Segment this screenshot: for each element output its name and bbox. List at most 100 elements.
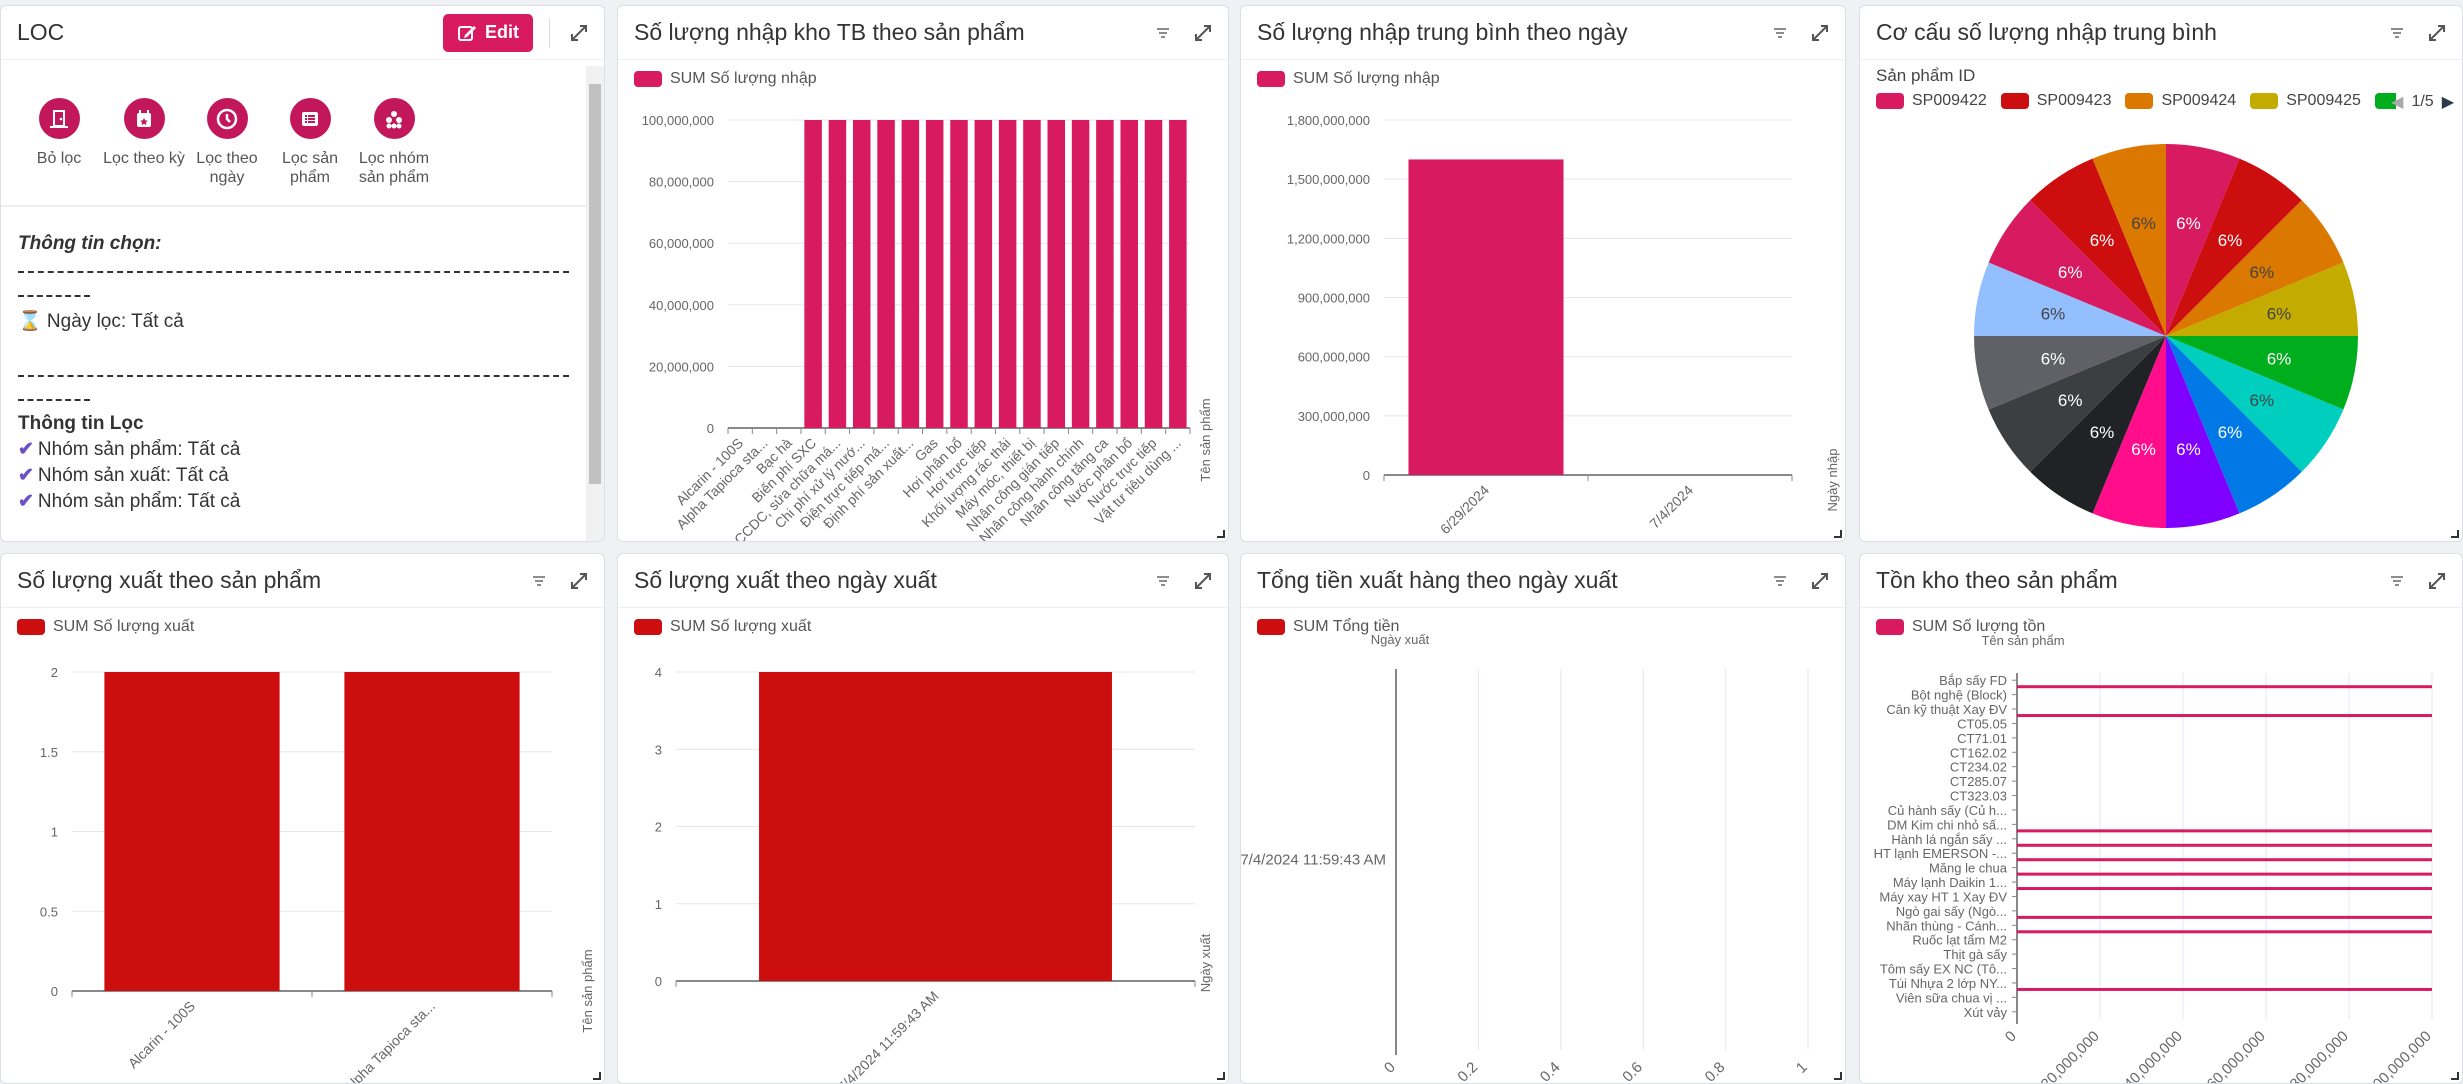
bar[interactable] bbox=[104, 672, 280, 991]
bar[interactable] bbox=[2017, 714, 2432, 718]
filter-item-text: Nhóm sản phẩm: Tất cả bbox=[37, 439, 241, 460]
filter-by-period-button[interactable]: Lọc theo kỳ bbox=[99, 98, 189, 168]
resize-handle[interactable] bbox=[1834, 1072, 1842, 1080]
bar[interactable] bbox=[1023, 120, 1041, 428]
bar[interactable] bbox=[759, 672, 1112, 981]
filter-icon[interactable] bbox=[1769, 22, 1791, 44]
prev-page-icon[interactable]: ◀ bbox=[2391, 94, 2404, 111]
expand-icon[interactable] bbox=[1192, 22, 1214, 44]
legend-item[interactable]: SUM Số lượng xuất bbox=[17, 618, 194, 636]
bar[interactable] bbox=[950, 120, 968, 428]
legend-item[interactable]: SP009422 bbox=[1876, 92, 1987, 110]
expand-icon[interactable] bbox=[2426, 22, 2448, 44]
legend-item[interactable]: SUM Tổng tiền bbox=[1257, 618, 1399, 636]
legend-item[interactable]: SUM Số lượng tồn bbox=[1876, 618, 2045, 636]
legend-item[interactable]: SUM Số lượng nhập bbox=[1257, 70, 1440, 88]
pie-slice[interactable] bbox=[2166, 336, 2302, 514]
pie-slice[interactable] bbox=[2092, 336, 2166, 528]
pie-slice[interactable] bbox=[2092, 144, 2166, 336]
pie-slice[interactable] bbox=[2030, 158, 2166, 336]
bar[interactable] bbox=[1096, 120, 1114, 428]
expand-icon[interactable] bbox=[1809, 570, 1831, 592]
bar[interactable] bbox=[2017, 685, 2432, 689]
filter-by-date-button[interactable]: Lọc theo ngày bbox=[182, 98, 272, 187]
bar[interactable] bbox=[925, 120, 944, 428]
pie-slice[interactable] bbox=[1988, 336, 2166, 472]
expand-icon[interactable] bbox=[568, 570, 590, 592]
pie-slice[interactable] bbox=[1988, 200, 2166, 336]
bar[interactable] bbox=[2017, 887, 2432, 891]
pie-slice[interactable] bbox=[2166, 158, 2302, 336]
bar[interactable] bbox=[2017, 858, 2432, 862]
loc-panel: LOC Edit Bỏ lọc Lọc theo kỳ Lọc theo ngà… bbox=[0, 5, 605, 542]
bar[interactable] bbox=[2017, 829, 2432, 833]
legend-item[interactable]: SUM Số lượng xuất bbox=[634, 618, 811, 636]
filter-icon[interactable] bbox=[528, 570, 550, 592]
filter-icon[interactable] bbox=[1152, 570, 1174, 592]
bar[interactable] bbox=[877, 120, 895, 428]
bar[interactable] bbox=[1169, 120, 1187, 428]
x-tick-label: 6/29/2024 bbox=[1437, 482, 1493, 538]
bar[interactable] bbox=[2017, 915, 2432, 919]
expand-icon[interactable] bbox=[1192, 570, 1214, 592]
pie-slice[interactable] bbox=[1974, 336, 2166, 410]
bar[interactable] bbox=[1408, 159, 1564, 475]
bar[interactable] bbox=[2017, 987, 2432, 991]
bar[interactable] bbox=[344, 672, 520, 991]
legend-item[interactable]: SUM Số lượng nhập bbox=[634, 70, 817, 88]
legend-item[interactable]: SP0094 bbox=[2374, 92, 2396, 110]
pie-slice[interactable] bbox=[2166, 336, 2358, 410]
bar[interactable] bbox=[2017, 843, 2432, 847]
divider bbox=[18, 271, 569, 273]
panel-import-structure-pie: Cơ cấu số lượng nhập trung bình 6% 6% 6% 6%… bbox=[1859, 5, 2463, 542]
scrollbar[interactable] bbox=[586, 66, 604, 541]
selected-heading: Thông tin chọn: bbox=[18, 233, 162, 254]
bar[interactable] bbox=[901, 120, 920, 428]
bar[interactable] bbox=[1047, 120, 1066, 428]
pie-slice[interactable] bbox=[2166, 144, 2240, 336]
legend-item[interactable]: SP009425 bbox=[2250, 92, 2361, 110]
filter-icon[interactable] bbox=[2386, 22, 2408, 44]
bar[interactable] bbox=[974, 120, 993, 428]
y-tick-label: CT71.01 bbox=[1957, 731, 2007, 746]
bar[interactable] bbox=[1071, 120, 1090, 428]
expand-icon[interactable] bbox=[568, 22, 590, 44]
resize-handle[interactable] bbox=[1217, 530, 1225, 538]
bar[interactable] bbox=[1144, 120, 1163, 428]
pie-slice[interactable] bbox=[2166, 200, 2344, 336]
pie-slice[interactable] bbox=[2166, 262, 2358, 336]
pie-slice[interactable] bbox=[1974, 262, 2166, 336]
filter-icon[interactable] bbox=[1152, 22, 1174, 44]
filter-icon[interactable] bbox=[2386, 570, 2408, 592]
filter-by-product-group-button[interactable]: Lọc nhóm sản phẩm bbox=[349, 98, 439, 187]
resize-handle[interactable] bbox=[1834, 530, 1842, 538]
pie-slice[interactable] bbox=[2166, 336, 2240, 528]
bar[interactable] bbox=[2017, 872, 2432, 876]
y-tick-label: 0.5 bbox=[40, 904, 58, 919]
edit-button[interactable]: Edit bbox=[443, 13, 533, 52]
clear-filter-button[interactable]: Bỏ lọc bbox=[14, 98, 104, 168]
bar[interactable] bbox=[998, 120, 1017, 428]
pie-slice[interactable] bbox=[2030, 336, 2166, 514]
bar[interactable] bbox=[828, 120, 847, 428]
legend-item[interactable]: SP009423 bbox=[2000, 92, 2111, 110]
bar[interactable] bbox=[1120, 120, 1138, 428]
legend-item[interactable]: SP009424 bbox=[2125, 92, 2236, 110]
y-tick-label: Bắp sấy FD bbox=[1939, 673, 2007, 688]
scrollbar-thumb[interactable] bbox=[589, 84, 601, 484]
resize-handle[interactable] bbox=[2451, 530, 2459, 538]
pie-slice[interactable] bbox=[2166, 336, 2344, 472]
filter-icon[interactable] bbox=[1769, 570, 1791, 592]
expand-icon[interactable] bbox=[2426, 570, 2448, 592]
resize-handle[interactable] bbox=[1217, 1072, 1225, 1080]
next-page-icon[interactable]: ▶ bbox=[2441, 94, 2454, 111]
y-tick-label: 300,000,000 bbox=[1298, 409, 1370, 424]
resize-handle[interactable] bbox=[593, 1072, 601, 1080]
expand-icon[interactable] bbox=[1809, 22, 1831, 44]
bar[interactable] bbox=[804, 120, 822, 428]
bar[interactable] bbox=[852, 120, 871, 428]
filter-by-product-button[interactable]: Lọc sản phẩm bbox=[265, 98, 355, 187]
resize-handle[interactable] bbox=[2451, 1072, 2459, 1080]
slice-label: 6% bbox=[2058, 263, 2083, 282]
bar[interactable] bbox=[2017, 930, 2432, 934]
